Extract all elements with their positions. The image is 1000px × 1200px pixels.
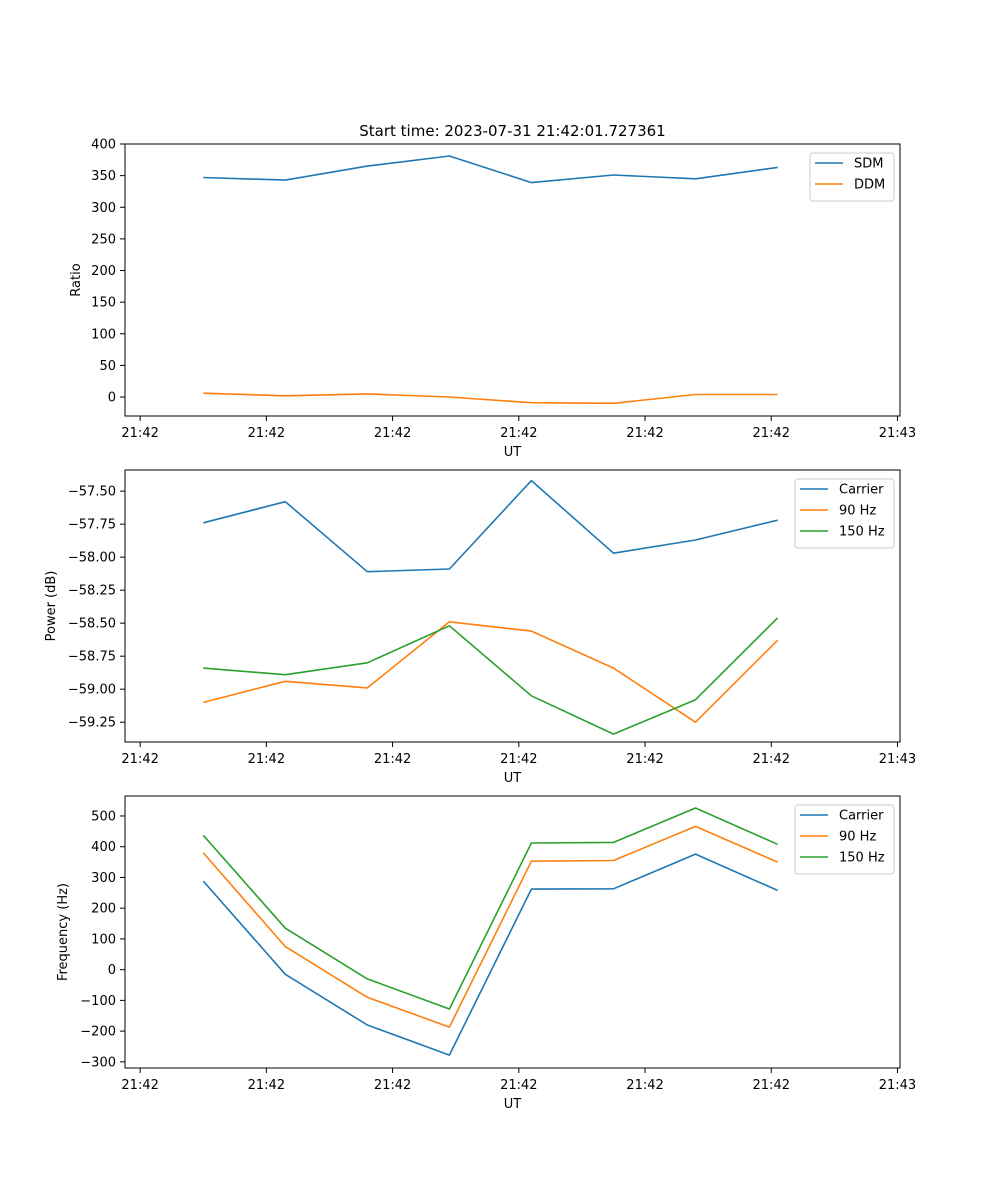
legend-label: 90 Hz	[839, 830, 876, 845]
plot-frame	[124, 469, 901, 743]
legend-label: SDM	[854, 157, 883, 172]
frequency-panel: 21:42 21:42 21:42 21:42 21:42 21:42 21:43 −300 −…	[56, 795, 916, 1112]
legend-label: Carrier	[839, 483, 884, 498]
x-tick-label: 21:42	[374, 1078, 411, 1093]
x-tick-label: 21:42	[626, 752, 663, 767]
x-tick-label: 21:42	[753, 426, 790, 441]
x-tick-label: 21:42	[248, 1078, 285, 1093]
y-tick-label: −58.75	[68, 650, 116, 665]
y-tick-label: 150	[91, 296, 116, 311]
y-axis-label: Frequency (Hz)	[56, 883, 71, 981]
x-tick-label: 21:42	[374, 426, 411, 441]
x-tick-label: 21:42	[753, 752, 790, 767]
power-panel: 21:42 21:42 21:42 21:42 21:42 21:42 21:43 −59.2…	[44, 469, 916, 786]
y-tick-label: 0	[108, 391, 116, 406]
y-tick-label: 0	[108, 963, 116, 978]
y-tick-label: 300	[91, 201, 116, 216]
legend: SDM DDM	[809, 152, 895, 202]
y-tick-label: 100	[91, 327, 116, 342]
y-tick-label: 200	[91, 264, 116, 279]
x-tick-label: 21:42	[626, 426, 663, 441]
x-tick-label: 21:42	[626, 1078, 663, 1093]
x-axis-label: UT	[504, 1097, 522, 1112]
x-tick-label: 21:42	[248, 426, 285, 441]
x-tick-label: 21:42	[500, 752, 537, 767]
y-tick-label: 200	[91, 902, 116, 917]
x-tick-label: 21:42	[121, 426, 158, 441]
y-tick-label: −200	[80, 1025, 116, 1040]
series-line-150-hz	[202, 807, 778, 1010]
x-tick-label: 21:42	[121, 1078, 158, 1093]
series-line-90-hz	[203, 620, 779, 724]
y-tick-label: 300	[91, 871, 116, 886]
series-line-carrier	[203, 479, 778, 573]
y-tick-label: 400	[91, 840, 116, 855]
y-tick-label: 500	[91, 809, 116, 824]
y-tick-label: 100	[91, 932, 116, 947]
legend-label: 150 Hz	[839, 525, 885, 540]
x-tick-label: 21:43	[879, 752, 916, 767]
y-tick-label: −59.00	[68, 683, 116, 698]
y-tick-label: −59.25	[68, 716, 116, 731]
legend: Carrier 90 Hz 150 Hz	[794, 804, 895, 875]
legend-label: DDM	[854, 178, 885, 193]
y-tick-label: 350	[91, 169, 116, 184]
plot-frame	[124, 143, 901, 417]
legend: Carrier 90 Hz 150 Hz	[794, 478, 895, 549]
legend-label: Carrier	[839, 809, 884, 824]
y-tick-label: −57.50	[68, 485, 116, 500]
y-tick-label: −58.00	[68, 551, 116, 566]
x-tick-label: 21:43	[879, 426, 916, 441]
y-axis-label: Ratio	[69, 263, 84, 296]
y-axis-label: Power (dB)	[44, 571, 59, 642]
y-tick-label: 400	[91, 138, 116, 153]
y-tick-label: −58.25	[68, 584, 116, 599]
y-tick-label: −57.75	[68, 518, 116, 533]
x-tick-label: 21:43	[879, 1078, 916, 1093]
x-tick-label: 21:42	[500, 1078, 537, 1093]
series-line-ddm	[203, 392, 778, 405]
series-line-carrier	[202, 853, 778, 1056]
x-tick-label: 21:42	[374, 752, 411, 767]
y-tick-label: −58.50	[68, 617, 116, 632]
series-line-90-hz	[202, 825, 778, 1028]
x-axis-label: UT	[504, 445, 522, 460]
y-tick-label: −100	[80, 994, 116, 1009]
series-line-sdm	[203, 155, 778, 184]
legend-label: 150 Hz	[839, 851, 885, 866]
x-tick-label: 21:42	[753, 1078, 790, 1093]
x-tick-label: 21:42	[248, 752, 285, 767]
legend-box	[809, 152, 895, 202]
series-line-150-hz	[203, 617, 779, 735]
x-tick-label: 21:42	[500, 426, 537, 441]
x-axis-label: UT	[504, 771, 522, 786]
ratio-panel: 21:42 21:42 21:42 21:42 21:42 21:42 21:43 0 50 10…	[69, 138, 916, 461]
y-tick-label: 250	[91, 232, 116, 247]
legend-label: 90 Hz	[839, 504, 876, 519]
plot-frame	[124, 795, 901, 1069]
y-tick-label: −300	[80, 1055, 116, 1070]
x-tick-label: 21:42	[121, 752, 158, 767]
y-tick-label: 50	[99, 359, 116, 374]
figure-title: Start time: 2023-07-31 21:42:01.727361	[359, 122, 665, 140]
